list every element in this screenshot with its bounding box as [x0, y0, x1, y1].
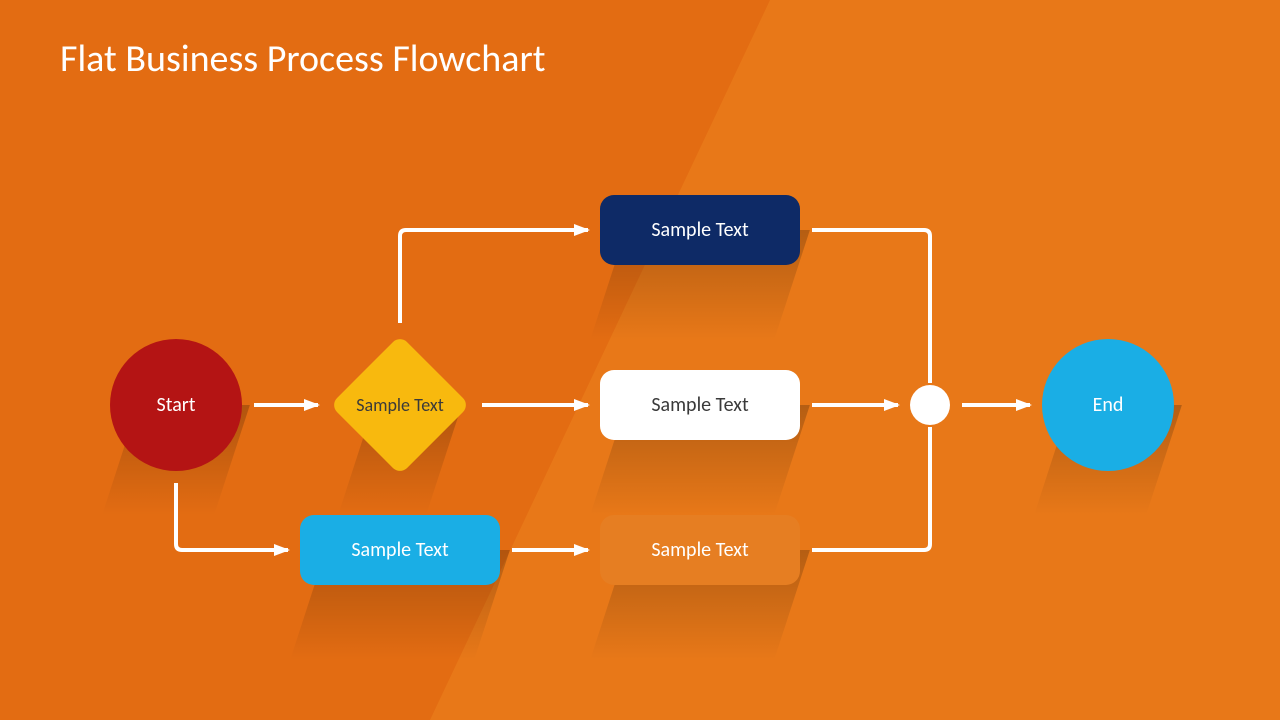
flowchart-node-proc_blue: Sample Text [300, 515, 500, 585]
node-label: Sample Text [651, 218, 748, 242]
flowchart-node-merge [910, 385, 950, 425]
flowchart-node-start: Start [110, 339, 242, 471]
flowchart-node-proc_orng: Sample Text [600, 515, 800, 585]
flowchart-node-proc_top: Sample Text [600, 195, 800, 265]
node-label: Sample Text [651, 393, 748, 417]
slide-title: Flat Business Process Flowchart [60, 36, 545, 82]
node-label: Sample Text [351, 538, 448, 562]
node-label: Start [157, 393, 196, 417]
flowchart-node-end: End [1042, 339, 1174, 471]
flowchart-node-proc_mid: Sample Text [600, 370, 800, 440]
flowchart-node-decision: Sample Text [330, 335, 470, 475]
node-label: Sample Text [651, 538, 748, 562]
slide-canvas: Flat Business Process Flowchart Start Sa… [0, 0, 1280, 720]
node-label: End [1093, 393, 1124, 417]
